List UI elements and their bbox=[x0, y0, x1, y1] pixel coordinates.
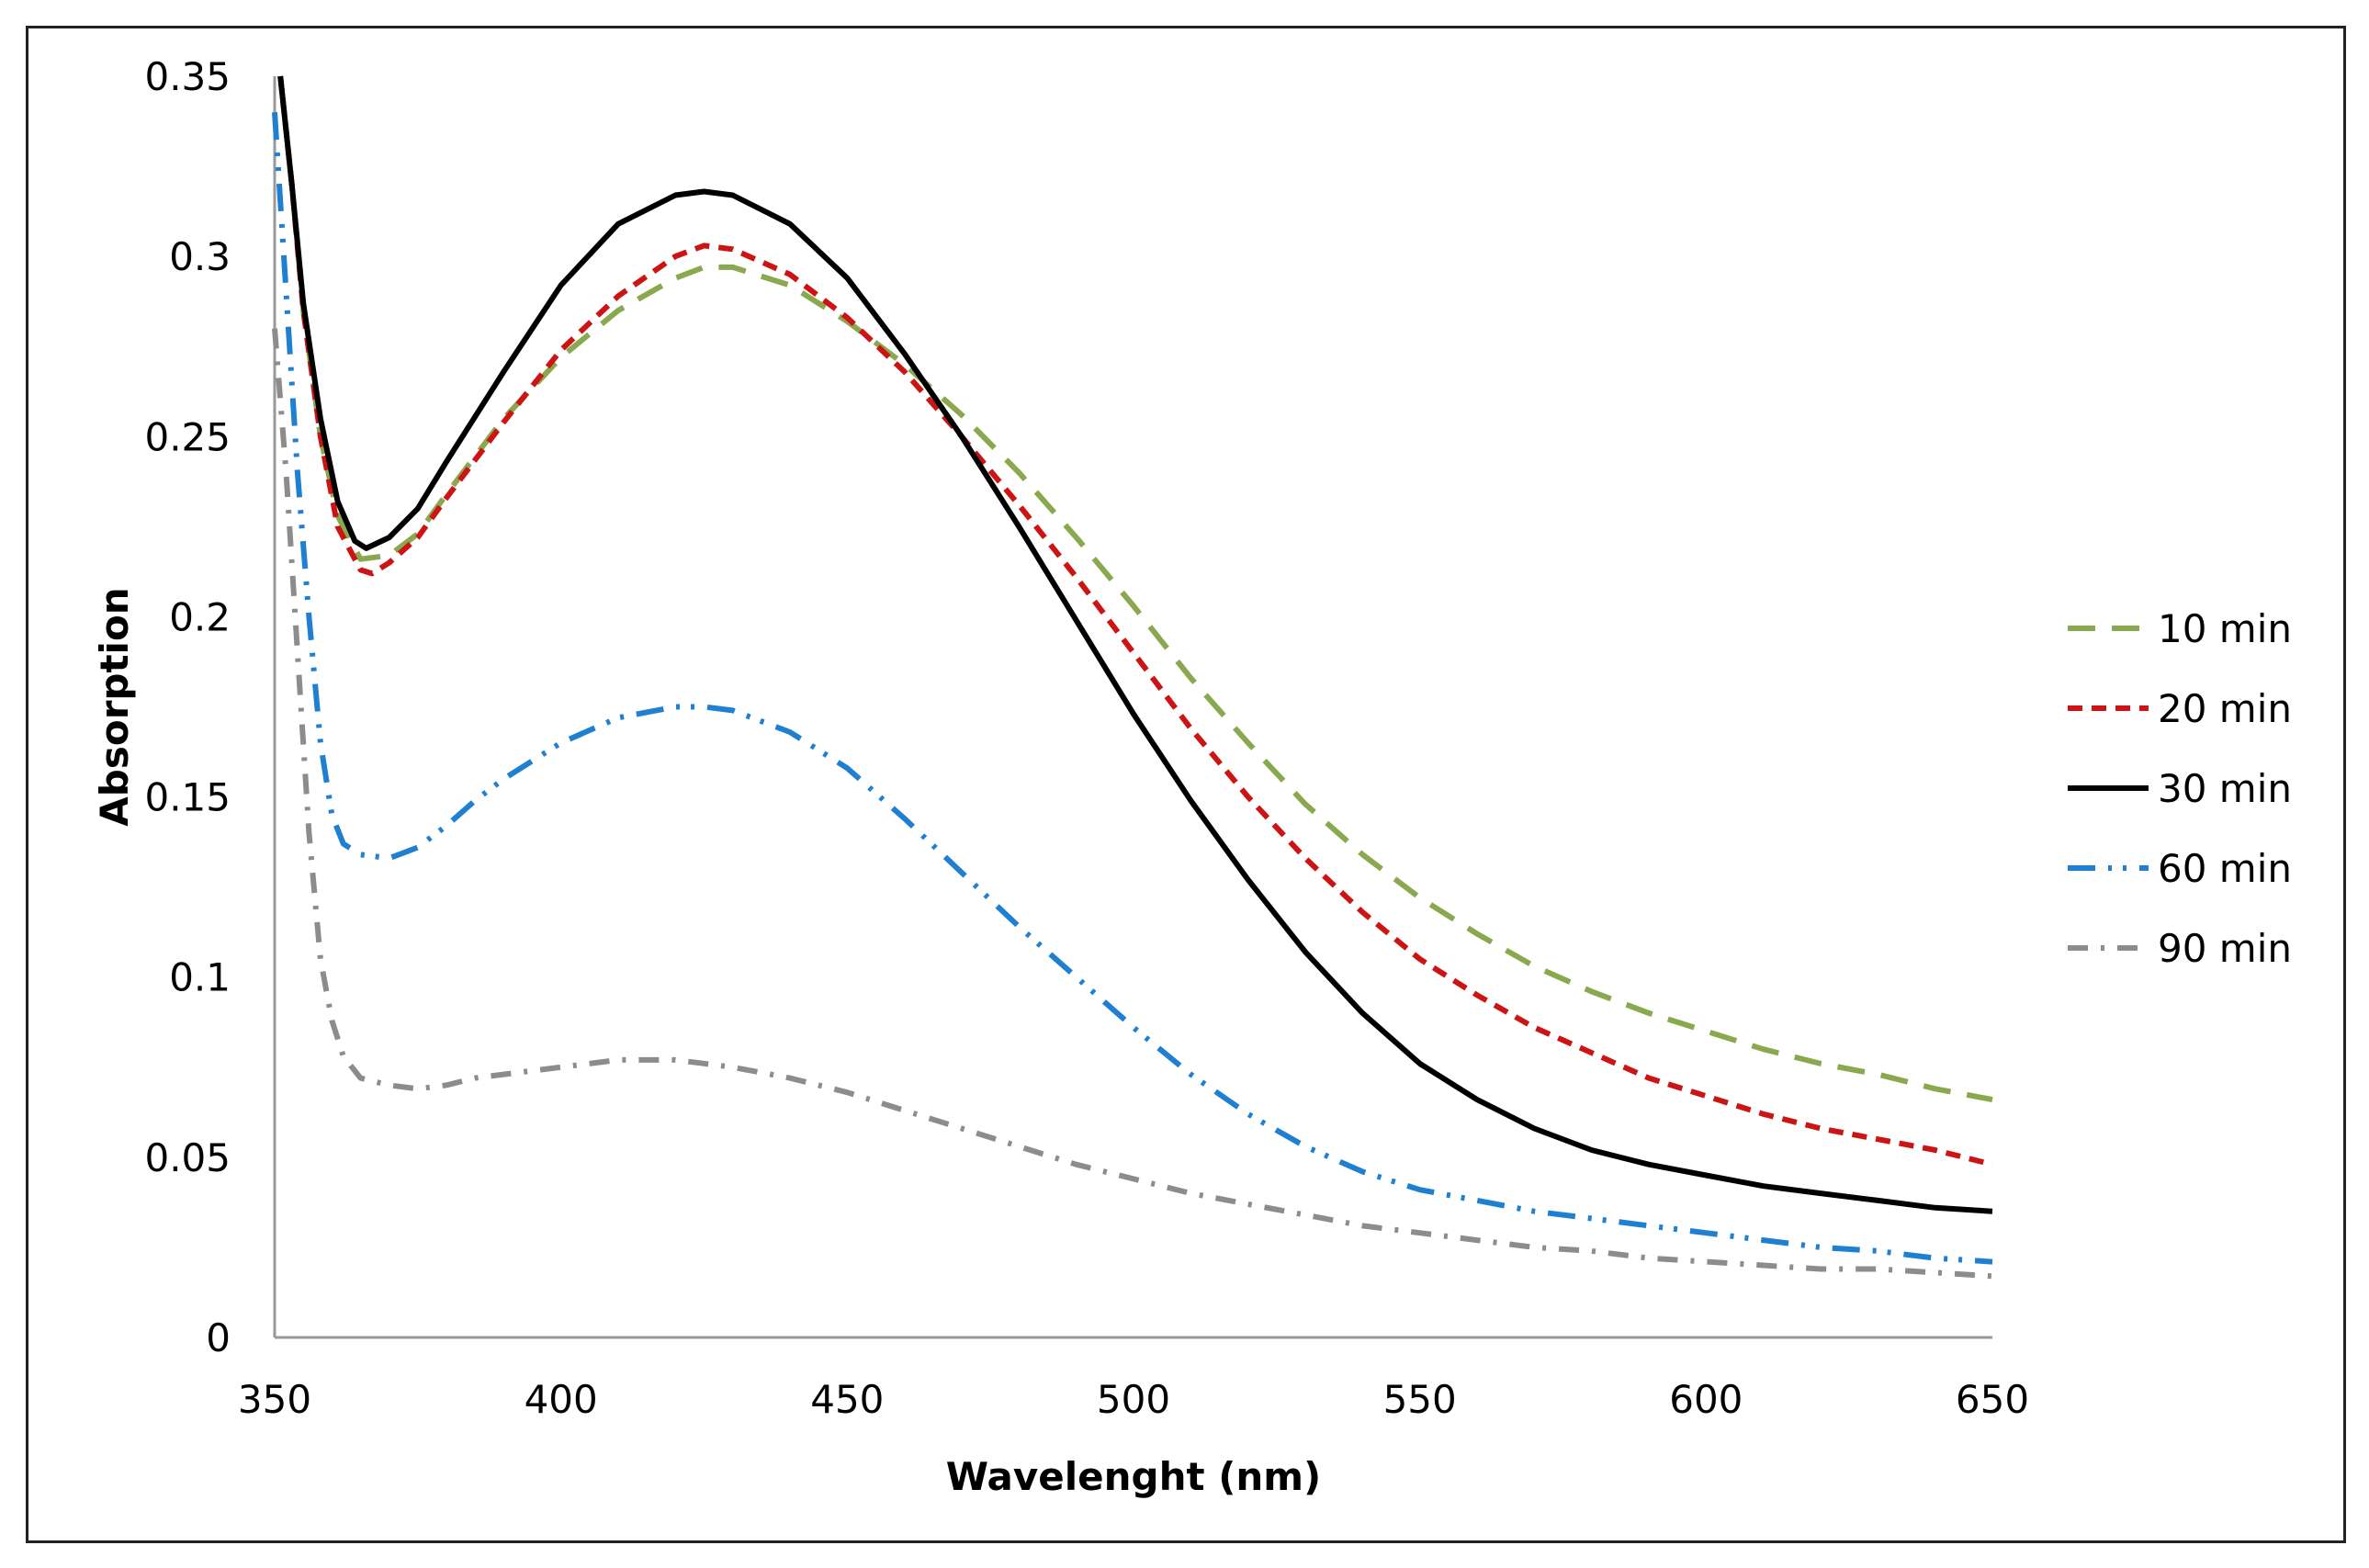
x-tick-label: 600 bbox=[1669, 1377, 1743, 1422]
y-tick-label: 0.2 bbox=[169, 594, 231, 639]
y-tick-label: 0.15 bbox=[144, 775, 231, 820]
series-line-20-min bbox=[277, 75, 1993, 1168]
legend-label: 60 min bbox=[2158, 846, 2292, 891]
axes bbox=[273, 76, 1992, 1339]
series-line-60-min bbox=[272, 112, 1993, 1265]
x-tick-label: 450 bbox=[810, 1377, 884, 1422]
legend-label: 30 min bbox=[2158, 766, 2292, 811]
x-tick-label: 400 bbox=[525, 1377, 598, 1422]
chart: 0 0.05 0.1 0.15 0.2 0.25 0.3 0.35 350 400 450 500 5… bbox=[92, 54, 2292, 1499]
x-tick-label: 500 bbox=[1097, 1377, 1170, 1422]
legend: 10 min 20 min 30 min 60 min 90 min bbox=[2068, 606, 2292, 971]
series-line-90-min bbox=[272, 328, 1993, 1280]
series-line-10-min bbox=[277, 75, 1993, 1103]
y-tick-label: 0.25 bbox=[144, 414, 231, 459]
x-tick-label: 550 bbox=[1383, 1377, 1457, 1422]
legend-label: 10 min bbox=[2158, 606, 2292, 651]
series-group bbox=[272, 75, 1993, 1280]
y-tick-label: 0 bbox=[206, 1315, 231, 1360]
x-tick-labels: 350 400 450 500 550 600 650 bbox=[238, 1377, 2029, 1422]
y-tick-labels: 0 0.05 0.1 0.15 0.2 0.25 0.3 0.35 bbox=[144, 54, 231, 1360]
x-tick-label: 650 bbox=[1956, 1377, 2029, 1422]
series-line-30-min bbox=[277, 75, 1993, 1214]
y-tick-label: 0.35 bbox=[144, 54, 231, 99]
y-tick-label: 0.05 bbox=[144, 1135, 231, 1180]
x-axis-label: Wavelenght (nm) bbox=[946, 1454, 1322, 1499]
y-axis-label: Absorption bbox=[92, 587, 137, 826]
legend-label: 90 min bbox=[2158, 926, 2292, 971]
legend-label: 20 min bbox=[2158, 686, 2292, 731]
chart-frame: 0 0.05 0.1 0.15 0.2 0.25 0.3 0.35 350 400 450 500 5… bbox=[26, 26, 2346, 1543]
y-tick-label: 0.1 bbox=[169, 955, 231, 1000]
y-tick-label: 0.3 bbox=[169, 234, 231, 279]
x-tick-label: 350 bbox=[238, 1377, 311, 1422]
